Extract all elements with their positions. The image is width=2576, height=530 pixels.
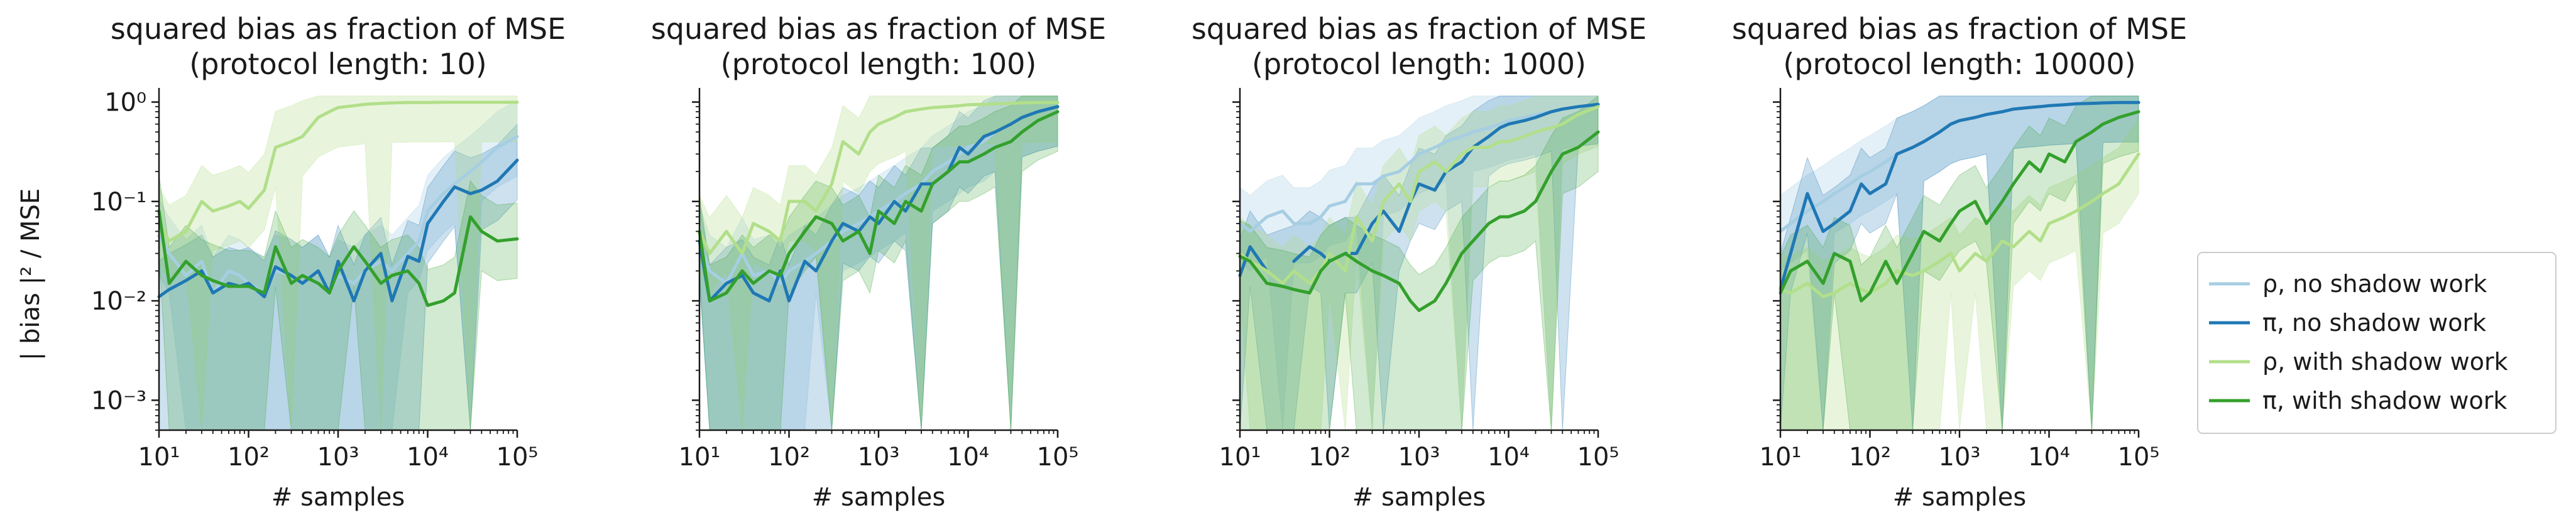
series-line-rho-with-shadow <box>157 100 519 243</box>
ci-band-rho-no-shadow <box>1239 95 1599 431</box>
x-tick-label: 10³ <box>1398 443 1440 472</box>
legend-label-pi-with-shadow: π, with shadow work <box>2262 387 2507 414</box>
x-tick-label: 10⁴ <box>1488 443 1530 472</box>
ci-band-rho-no-shadow <box>699 95 1058 431</box>
legend-frame <box>2197 252 2557 434</box>
chart-subtitle: (protocol length: 10000) <box>1783 47 2135 81</box>
y-tick-label: 10⁻² <box>91 287 146 316</box>
ci-band-pi-no-shadow <box>1780 95 2139 431</box>
chart-subtitle: (protocol length: 100) <box>721 47 1037 81</box>
x-axis-label: # samples <box>1352 483 1486 512</box>
series-line-pi-with-shadow <box>157 209 519 307</box>
ci-band-pi-with-shadow <box>158 175 518 431</box>
series-line-pi-no-shadow <box>1779 100 2140 291</box>
x-tick-label: 10² <box>1308 443 1351 472</box>
x-tick-label: 10³ <box>858 443 900 472</box>
series-line-pi-no-shadow <box>1238 245 1269 278</box>
y-tick-label: 10⁰ <box>104 89 146 117</box>
chart-title: squared bias as fraction of MSE <box>111 12 566 46</box>
x-axis-label: # samples <box>812 483 946 512</box>
ci-band-rho-no-shadow <box>1780 95 2139 431</box>
chart-subtitle: (protocol length: 1000) <box>1252 47 1586 81</box>
y-axis-label: | bias |² / MSE <box>16 188 45 360</box>
ci-band-rho-with-shadow <box>1239 95 1599 431</box>
legend-label-rho-no-shadow: ρ, no shadow work <box>2262 270 2487 298</box>
series-line-rho-with-shadow <box>1238 105 1600 285</box>
series-line-rho-with-shadow <box>1779 152 2140 298</box>
x-tick-label: 10⁵ <box>2118 443 2160 472</box>
x-tick-label: 10⁵ <box>1037 443 1079 472</box>
chart-subtitle: (protocol length: 10) <box>189 47 486 81</box>
series-line-pi-with-shadow <box>1238 130 1600 312</box>
ci-band-pi-with-shadow <box>1239 95 1599 431</box>
series-line-pi-with-shadow <box>698 110 1060 303</box>
series-line-pi-with-shadow <box>1779 110 2140 303</box>
x-tick-label: 10⁴ <box>2028 443 2070 472</box>
series-line-rho-no-shadow <box>698 105 1060 285</box>
x-tick-label: 10³ <box>317 443 359 472</box>
legend-label-pi-no-shadow: π, no shadow work <box>2262 309 2486 337</box>
x-tick-label: 10¹ <box>679 443 721 472</box>
ci-band-pi-no-shadow <box>1239 95 1599 431</box>
x-tick-label: 10² <box>1849 443 1891 472</box>
y-tick-label: 10⁻¹ <box>91 188 146 217</box>
x-tick-label: 10⁴ <box>407 443 449 472</box>
x-tick-label: 10³ <box>1939 443 1981 472</box>
subplot-protocol-1000: squared bias as fraction of MSE(protocol… <box>1192 12 1647 512</box>
series-line-pi-no-shadow <box>698 105 1060 303</box>
ci-band-rho-with-shadow <box>158 95 518 431</box>
x-tick-label: 10¹ <box>1760 443 1802 472</box>
x-tick-label: 10¹ <box>138 443 180 472</box>
chart-title: squared bias as fraction of MSE <box>1192 12 1647 46</box>
x-axis-label: # samples <box>271 483 405 512</box>
chart-title: squared bias as fraction of MSE <box>1732 12 2187 46</box>
chart-title: squared bias as fraction of MSE <box>651 12 1106 46</box>
x-tick-label: 10⁵ <box>496 443 539 472</box>
x-tick-label: 10² <box>227 443 270 472</box>
ci-band-rho-with-shadow <box>699 95 1058 431</box>
x-tick-label: 10¹ <box>1219 443 1261 472</box>
legend: ρ, no shadow work π, no shadow work ρ, w… <box>2197 252 2557 434</box>
x-tick-label: 10² <box>768 443 810 472</box>
x-tick-label: 10⁵ <box>1577 443 1620 472</box>
subplot-protocol-100: squared bias as fraction of MSE(protocol… <box>651 12 1106 512</box>
legend-label-rho-with-shadow: ρ, with shadow work <box>2262 348 2508 376</box>
x-tick-label: 10⁴ <box>947 443 989 472</box>
subplot-protocol-10: squared bias as fraction of MSE(protocol… <box>91 12 566 512</box>
series-line-rho-no-shadow <box>1238 102 1600 233</box>
subplot-protocol-10000: squared bias as fraction of MSE(protocol… <box>1732 12 2187 512</box>
x-axis-label: # samples <box>1893 483 2027 512</box>
y-tick-label: 10⁻³ <box>91 386 146 415</box>
series-line-rho-with-shadow <box>698 100 1060 256</box>
series-line-pi-no-shadow <box>157 158 519 303</box>
